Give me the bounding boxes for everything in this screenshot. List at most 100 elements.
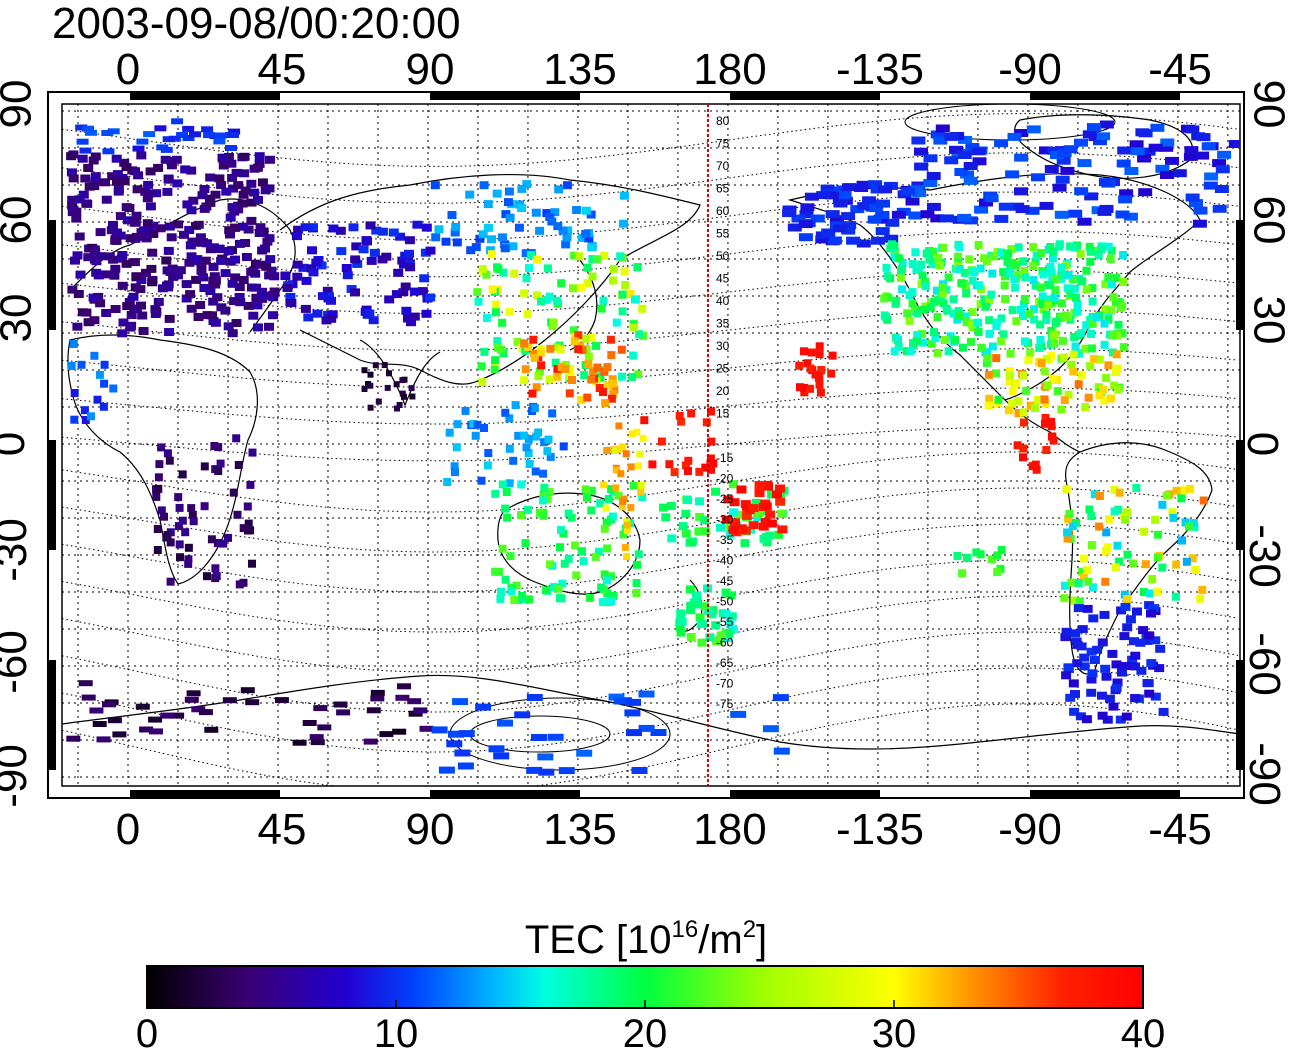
tec-cell <box>1067 578 1076 587</box>
tec-cell <box>898 265 906 274</box>
tec-cell <box>326 314 337 323</box>
tec-cell <box>102 148 115 155</box>
tec-cell <box>214 467 223 475</box>
tec-cell <box>530 349 539 358</box>
tec-cell <box>1006 371 1014 380</box>
tec-cell <box>564 554 573 563</box>
tec-cell <box>1140 527 1149 536</box>
tec-cell <box>328 224 339 233</box>
tec-cell <box>175 503 184 512</box>
tec-cell <box>201 126 214 133</box>
tec-cell <box>1155 164 1170 173</box>
tec-cell <box>1183 152 1198 161</box>
tec-cell <box>1040 419 1049 428</box>
tec-cell <box>396 402 403 408</box>
tec-cell <box>816 388 825 397</box>
tec-cell <box>1105 515 1114 524</box>
tec-cell <box>1116 159 1131 168</box>
tec-cell <box>676 609 686 618</box>
tec-cell <box>534 372 543 381</box>
tec-cell <box>483 461 492 470</box>
tec-cell <box>199 185 210 193</box>
tec-cell <box>992 369 1000 378</box>
tec-cell <box>447 211 457 219</box>
tec-cell <box>914 162 929 171</box>
tec-cell <box>1079 653 1090 662</box>
tec-cell <box>371 226 382 235</box>
tec-cell <box>78 680 93 687</box>
tec-cell <box>90 172 101 181</box>
tec-cell <box>1021 273 1030 282</box>
tec-cell <box>199 284 210 292</box>
meridian-lat-label: 75 <box>716 137 730 151</box>
tec-cell <box>186 690 201 697</box>
tec-cell <box>168 135 181 142</box>
tec-cell <box>1097 638 1108 647</box>
tec-cell <box>692 600 702 609</box>
tec-cell <box>905 291 914 299</box>
tec-cell <box>366 707 381 714</box>
tec-cell <box>1182 557 1191 566</box>
tec-cell <box>613 697 630 705</box>
tec-cell <box>1060 633 1071 642</box>
tec-cell <box>561 365 570 374</box>
tec-cell <box>216 181 227 189</box>
tec-cell <box>913 331 922 340</box>
tec-cell <box>367 382 374 389</box>
tec-cell <box>322 286 333 295</box>
tec-cell <box>593 363 602 372</box>
tec-cell <box>150 310 161 318</box>
tec-cell <box>165 456 174 465</box>
tec-cell <box>607 351 616 360</box>
tec-cell <box>965 255 974 264</box>
tec-cell <box>377 255 388 264</box>
tec-cell <box>960 268 969 277</box>
tec-cell <box>350 255 361 264</box>
tec-cell <box>1101 280 1110 289</box>
tec-cell <box>586 210 596 219</box>
tec-cell <box>557 525 565 534</box>
tec-cell <box>1042 310 1051 319</box>
tec-cell <box>79 147 92 154</box>
tec-cell <box>109 271 120 280</box>
tec-cell <box>740 539 750 548</box>
tec-cell <box>1051 275 1060 284</box>
tec-cell <box>139 726 154 733</box>
tec-cell <box>1032 251 1041 260</box>
tec-cell <box>603 544 612 553</box>
tec-cell <box>361 386 368 392</box>
tec-cell <box>264 271 275 280</box>
tec-cell <box>191 706 206 713</box>
tec-cell <box>300 223 311 232</box>
tec-cell <box>1014 409 1023 418</box>
tec-cell <box>1039 201 1054 210</box>
tec-cell <box>908 299 917 308</box>
tec-cell <box>490 365 499 374</box>
tec-cell <box>828 351 837 360</box>
tec-cell <box>918 330 926 338</box>
tec-cell <box>324 292 334 301</box>
tec-cell <box>609 276 617 285</box>
tec-cell <box>1150 692 1161 701</box>
tec-cell <box>220 269 231 278</box>
bottom-lon-tick: -90 <box>998 805 1062 854</box>
tec-cell <box>1074 187 1089 196</box>
tec-cell <box>352 259 363 268</box>
tec-cell <box>208 297 219 306</box>
tec-cell <box>317 724 332 731</box>
tec-cell <box>421 309 432 318</box>
tec-cell <box>1001 295 1010 303</box>
tec-cell <box>530 404 539 413</box>
meridian-lat-label: -30 <box>716 513 734 527</box>
tec-cell <box>203 572 211 581</box>
tec-cell <box>602 504 610 512</box>
tec-cell <box>1114 320 1123 329</box>
tec-cell <box>166 157 177 166</box>
tec-cell <box>1057 299 1066 308</box>
tec-cell <box>164 222 175 231</box>
tec-cell <box>939 299 948 308</box>
tec-cell <box>132 185 143 194</box>
tec-cell <box>452 698 469 706</box>
tec-cell <box>603 446 611 454</box>
tec-cell <box>386 370 392 377</box>
